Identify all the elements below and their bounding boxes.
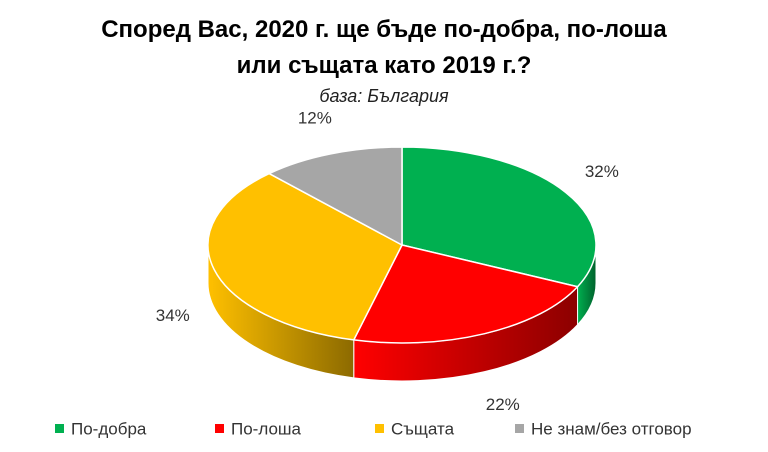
slice [401,146,597,288]
slice [207,172,404,341]
data-label: 32% [585,162,619,181]
legend-swatch [515,424,524,433]
legend-swatch [55,424,64,433]
legend-label: По-добра [71,419,147,438]
slice [352,244,579,344]
data-label: 12% [298,109,332,128]
legend-label: Същата [391,419,455,438]
chart-subtitle: база: България [319,86,449,106]
data-label: 34% [156,306,190,325]
slice [267,146,403,247]
data-label: 22% [486,395,520,414]
legend-swatch [215,424,224,433]
chart-title: Според Вас, 2020 г. ще бъде по-добра, по… [101,16,667,79]
legend-label: Не знам/без отговор [531,419,692,438]
legend-label: По-лоша [231,419,302,438]
legend-swatch [375,424,384,433]
